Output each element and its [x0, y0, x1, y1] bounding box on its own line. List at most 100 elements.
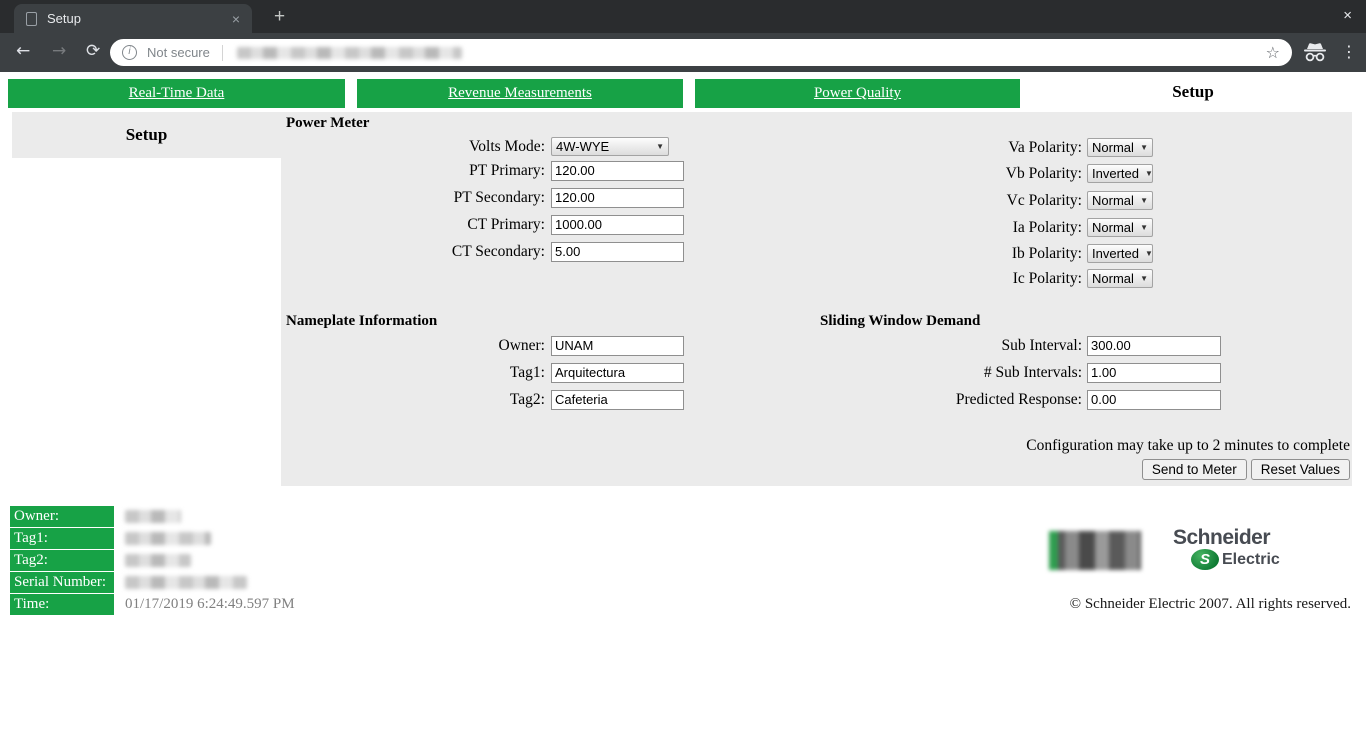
chevron-down-icon: ▼ [1144, 169, 1153, 178]
ct-secondary-input[interactable] [551, 241, 684, 262]
chevron-down-icon: ▼ [1140, 274, 1148, 283]
address-bar[interactable]: i Not secure ☆ [110, 39, 1292, 66]
not-secure-label: Not secure [147, 45, 210, 60]
schneider-swirl-icon: S [1191, 549, 1219, 570]
ct-primary-input[interactable] [551, 214, 684, 235]
va-polarity-label: Va Polarity: [1008, 138, 1082, 156]
ia-polarity-select[interactable]: Normal ▼ [1087, 218, 1153, 237]
status-serial-label: Serial Number: [10, 572, 114, 593]
owner-label: Owner: [498, 336, 546, 354]
status-tag2-redacted-value [125, 554, 191, 567]
volts-mode-label: Volts Mode: [469, 137, 545, 155]
sub-interval-label: Sub Interval: [1001, 336, 1083, 354]
browser-toolbar: ← → ⟳ i Not secure ☆ ⋮ [0, 33, 1366, 72]
section-title-sliding-window: Sliding Window Demand [820, 313, 981, 329]
status-row-tag1: Tag1: [10, 528, 295, 549]
reset-values-button[interactable]: Reset Values [1250, 459, 1350, 480]
vb-polarity-value: Inverted [1092, 166, 1139, 181]
sidebar-title: Setup [12, 112, 281, 158]
num-sub-intervals-input[interactable] [1087, 362, 1221, 383]
status-serial-redacted-value [125, 576, 247, 589]
owner-input[interactable] [551, 335, 684, 356]
predicted-response-input[interactable] [1087, 389, 1221, 410]
vb-polarity-select[interactable]: Inverted ▼ [1087, 164, 1153, 183]
setup-form-panel: Power Meter Volts Mode: 4W-WYE ▼ PT Prim… [281, 112, 1352, 486]
status-time-value: 01/17/2019 6:24:49.597 PM [125, 596, 295, 612]
status-row-tag2: Tag2: [10, 550, 295, 571]
ia-polarity-value: Normal [1092, 220, 1134, 235]
configuration-note: Configuration may take up to 2 minutes t… [1026, 437, 1350, 454]
forward-icon[interactable]: → [52, 41, 67, 61]
partner-logo-redacted [1049, 531, 1141, 570]
reload-icon[interactable]: ⟳ [86, 41, 101, 61]
nav-link-realtime-data[interactable]: Real-Time Data [8, 79, 345, 108]
ic-polarity-label: Ic Polarity: [1012, 269, 1082, 287]
status-time-label: Time: [10, 594, 114, 615]
status-row-owner: Owner: [10, 506, 295, 527]
browser-tab[interactable]: Setup × [14, 4, 252, 33]
browser-menu-icon[interactable]: ⋮ [1341, 42, 1357, 61]
tab-close-icon[interactable]: × [231, 10, 240, 27]
schneider-electric-logo: Schneider S Electric [1173, 527, 1293, 570]
chevron-down-icon: ▼ [1140, 223, 1148, 232]
send-to-meter-button[interactable]: Send to Meter [1141, 459, 1247, 480]
section-title-nameplate: Nameplate Information [286, 313, 438, 329]
ib-polarity-select[interactable]: Inverted ▼ [1087, 244, 1153, 263]
num-sub-intervals-label: # Sub Intervals: [983, 363, 1082, 381]
tab-title: Setup [47, 11, 81, 26]
url-redacted [236, 46, 462, 59]
status-tag1-label: Tag1: [10, 528, 114, 549]
nav-active-setup: Setup [1172, 82, 1214, 101]
chevron-down-icon: ▼ [1140, 143, 1148, 152]
copyright-notice: © Schneider Electric 2007. All rights re… [1069, 596, 1351, 612]
status-row-time: Time: 01/17/2019 6:24:49.597 PM [10, 594, 295, 615]
status-tag1-redacted-value [125, 532, 211, 545]
device-status-table: Owner: Tag1: Tag2: Serial Number: Time: … [10, 506, 295, 616]
pt-secondary-input[interactable] [551, 187, 684, 208]
electric-logo-text: Electric [1222, 550, 1280, 568]
ic-polarity-select[interactable]: Normal ▼ [1087, 269, 1153, 288]
pt-primary-input[interactable] [551, 160, 684, 181]
ia-polarity-label: Ia Polarity: [1012, 218, 1082, 236]
sub-interval-input[interactable] [1087, 335, 1221, 356]
incognito-icon [1303, 43, 1327, 67]
pt-primary-label: PT Primary: [469, 161, 545, 179]
info-icon[interactable]: i [122, 45, 137, 60]
page-favicon-icon [26, 11, 37, 26]
tag1-input[interactable] [551, 362, 684, 383]
vb-polarity-label: Vb Polarity: [1005, 164, 1082, 182]
pt-secondary-label: PT Secondary: [453, 188, 545, 206]
ct-secondary-label: CT Secondary: [451, 242, 545, 260]
nav-link-power-quality[interactable]: Power Quality [695, 79, 1020, 108]
nav-link-revenue-measurements[interactable]: Revenue Measurements [357, 79, 683, 108]
chevron-down-icon: ▼ [1144, 249, 1153, 258]
tag2-label: Tag2: [509, 390, 545, 408]
new-tab-icon[interactable]: + [274, 6, 286, 27]
status-row-serial-number: Serial Number: [10, 572, 295, 593]
predicted-response-label: Predicted Response: [955, 390, 1082, 408]
omnibox-divider [221, 44, 223, 61]
chevron-down-icon: ▼ [1140, 196, 1148, 205]
status-owner-redacted-value [125, 510, 181, 523]
ct-primary-label: CT Primary: [467, 215, 545, 233]
window-close-icon[interactable]: × [1343, 7, 1352, 24]
ib-polarity-value: Inverted [1092, 246, 1139, 261]
back-icon[interactable]: ← [16, 41, 31, 61]
bookmark-star-icon[interactable]: ☆ [1265, 43, 1280, 62]
vc-polarity-value: Normal [1092, 193, 1134, 208]
vc-polarity-label: Vc Polarity: [1006, 191, 1082, 209]
chevron-down-icon: ▼ [656, 142, 664, 151]
volts-mode-value: 4W-WYE [556, 139, 610, 154]
section-title-power-meter: Power Meter [286, 115, 370, 131]
va-polarity-select[interactable]: Normal ▼ [1087, 138, 1153, 157]
status-tag2-label: Tag2: [10, 550, 114, 571]
status-owner-label: Owner: [10, 506, 114, 527]
tag2-input[interactable] [551, 389, 684, 410]
tab-strip: Setup × + × [0, 0, 1366, 33]
schneider-logo-text: Schneider [1173, 526, 1271, 549]
vc-polarity-select[interactable]: Normal ▼ [1087, 191, 1153, 210]
ic-polarity-value: Normal [1092, 271, 1134, 286]
tag1-label: Tag1: [509, 363, 545, 381]
volts-mode-select[interactable]: 4W-WYE ▼ [551, 137, 669, 156]
ib-polarity-label: Ib Polarity: [1011, 244, 1082, 262]
